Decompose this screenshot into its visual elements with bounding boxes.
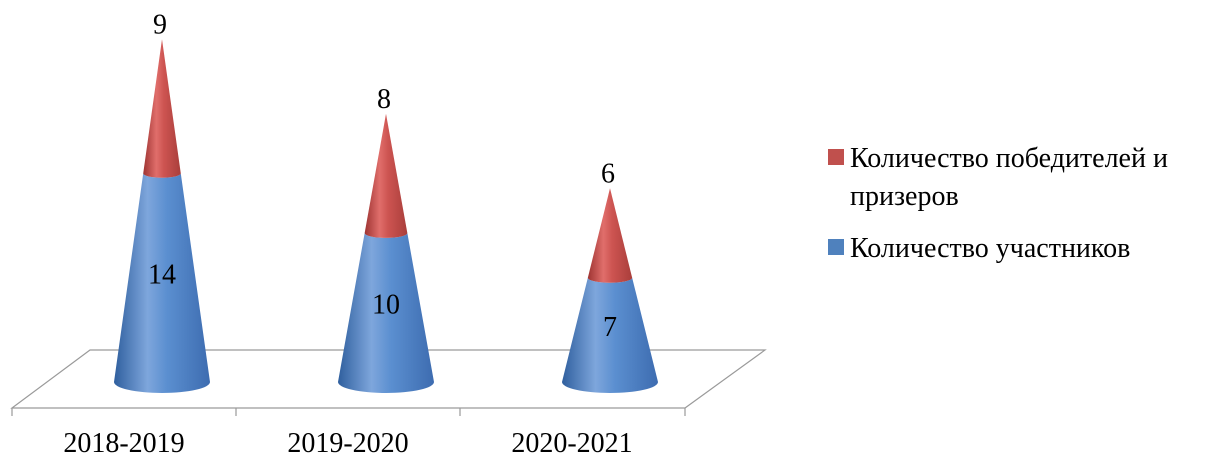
legend-label-winners: Количество победителей и призеров xyxy=(850,143,1168,212)
data-label-participants-2020-2021: 7 xyxy=(603,312,617,343)
cone-segment-participants-2018-2019 xyxy=(114,173,210,393)
cone-segment-winners-2018-2019 xyxy=(143,39,181,178)
cone-segment-winners-2019-2020 xyxy=(364,113,408,238)
cone-segment-participants-2019-2020 xyxy=(338,233,434,393)
legend-label-participants: Количество участников xyxy=(850,233,1131,264)
legend-swatch-participants xyxy=(828,239,844,255)
legend: Количество победителей и призеров Количе… xyxy=(828,140,1219,282)
chart-floor xyxy=(10,349,767,416)
data-label-winners-2018-2019: 9 xyxy=(153,9,167,40)
x-tick-label-2020-2021: 2020-2021 xyxy=(511,428,632,457)
x-tick-label-2018-2019: 2018-2019 xyxy=(63,428,184,457)
x-tick-label-2019-2020: 2019-2020 xyxy=(287,428,408,457)
data-label-winners-2020-2021: 6 xyxy=(601,158,615,189)
legend-item-winners: Количество победителей и призеров xyxy=(828,140,1219,216)
data-label-participants-2019-2020: 10 xyxy=(372,290,400,321)
cone-segment-winners-2020-2021 xyxy=(587,188,633,283)
legend-swatch-winners xyxy=(828,149,844,165)
legend-item-participants: Количество участников xyxy=(828,230,1219,268)
cone-segment-participants-2020-2021 xyxy=(562,277,658,393)
data-label-winners-2019-2020: 8 xyxy=(377,84,391,115)
data-label-participants-2018-2019: 14 xyxy=(148,260,176,291)
